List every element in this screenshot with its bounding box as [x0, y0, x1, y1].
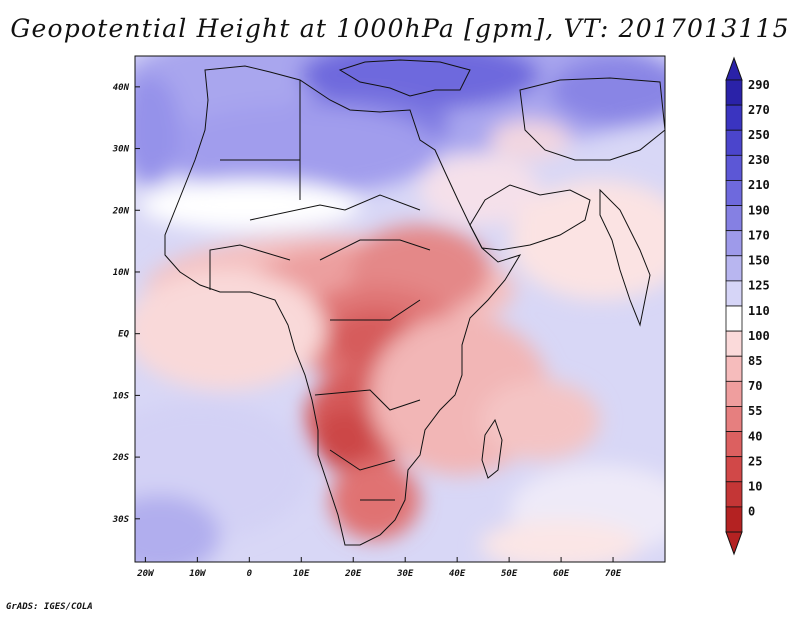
x-tick-label: 30E: [396, 569, 414, 579]
x-tick-label: 10W: [189, 569, 207, 579]
x-tick-label: 70E: [605, 569, 622, 579]
colorbar-label: 210: [748, 178, 770, 192]
y-tick-label: 40N: [113, 83, 130, 93]
y-tick-label: EQ: [118, 330, 129, 340]
colorbar-label: 230: [748, 153, 770, 167]
x-tick-label: 20E: [344, 569, 362, 579]
colorbar: 2902702502302101901701501251101008570554…: [725, 56, 770, 556]
colorbar-label: 55: [748, 404, 762, 418]
y-tick-label: 20N: [112, 206, 130, 216]
colorbar-top-arrow: [725, 56, 743, 81]
y-axis: 40N 30N 20N 10N EQ 10S 20S 30S: [112, 83, 140, 525]
map-title: Geopotential Height at 1000hPa [gpm], VT…: [10, 14, 790, 43]
y-tick-label: 20S: [112, 453, 130, 463]
colorbar-label: 10: [748, 480, 762, 494]
colorbar-segment: [725, 406, 743, 432]
x-tick-label: 20W: [136, 569, 155, 579]
colorbar-segment: [725, 205, 743, 232]
colorbar-label: 0: [748, 505, 755, 519]
colorbar-bottom-arrow: [725, 531, 743, 556]
colorbar-segment: [725, 380, 743, 407]
colorbar-segment: [725, 456, 743, 483]
y-tick-label: 10N: [113, 268, 130, 278]
colorbar-label: 125: [748, 279, 770, 293]
colorbar-label: 100: [748, 329, 770, 343]
colorbar-segment: [725, 280, 743, 307]
x-tick-label: 60E: [553, 569, 570, 579]
colorbar-segment: [725, 431, 743, 458]
colorbar-segment: [725, 104, 743, 131]
y-tick-label: 10S: [113, 391, 130, 401]
colorbar-segment: [725, 129, 743, 156]
y-tick-label: 30N: [112, 145, 130, 155]
colorbar-segment: [725, 506, 743, 533]
colorbar-label: 190: [748, 203, 770, 217]
colorbar-label: 250: [748, 128, 770, 142]
y-tick-label: 30S: [112, 515, 130, 525]
colorbar-segment: [725, 154, 743, 181]
colorbar-label: 110: [748, 304, 770, 318]
colorbar-label: 40: [748, 429, 762, 443]
colorbar-segment: [725, 79, 743, 106]
colorbar-label: 290: [748, 78, 770, 92]
colorbar-label: 25: [748, 454, 762, 468]
colorbar-segment: [725, 305, 743, 332]
colorbar-segment: [725, 330, 743, 357]
plot-frame: [134, 55, 666, 563]
colorbar-label: 85: [748, 354, 762, 368]
x-tick-label: 0: [247, 569, 253, 579]
x-tick-label: 10E: [293, 569, 310, 579]
colorbar-segment: [725, 180, 743, 206]
colorbar-segment: [725, 230, 743, 257]
coastlines: [164, 59, 665, 546]
colorbar-label: 270: [748, 103, 770, 117]
x-axis: 20W 10W 0 10E 20E 30E 40E 50E 60E 70E: [136, 557, 622, 579]
colorbar-label: 150: [748, 254, 770, 268]
colorbar-label: 170: [748, 228, 770, 242]
colorbar-segment: [725, 355, 743, 382]
x-tick-label: 40E: [449, 569, 466, 579]
colorbar-label: 70: [748, 379, 762, 393]
colorbar-segment: [725, 255, 743, 282]
height-field: [135, 56, 665, 562]
credit-label: GrADS: IGES/COLA: [6, 602, 93, 612]
x-tick-label: 50E: [501, 569, 518, 579]
colorbar-segment: [725, 481, 743, 508]
